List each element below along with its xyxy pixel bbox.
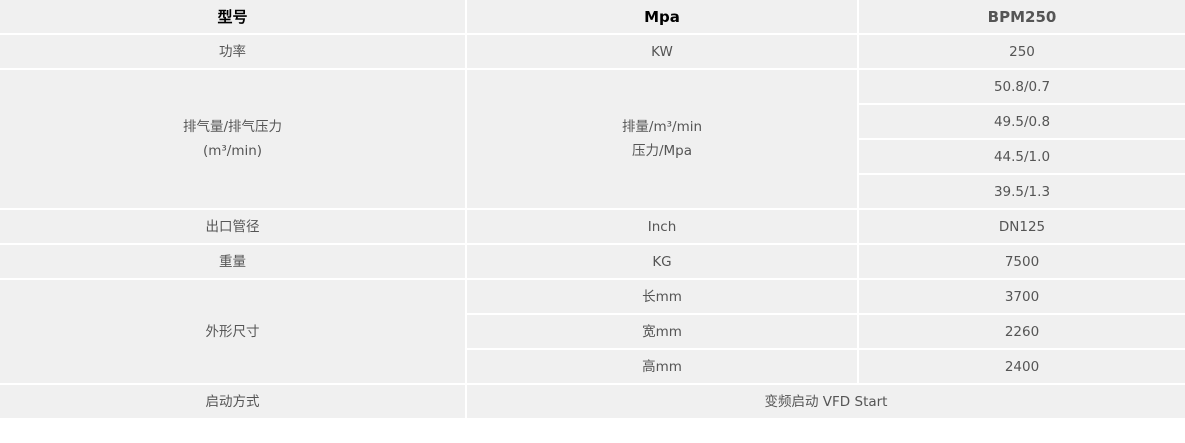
row-value: DN125: [857, 208, 1185, 245]
row-value: 44.5/1.0: [858, 138, 1185, 175]
row-unit: Inch: [465, 208, 859, 245]
row-unit: KW: [465, 33, 859, 70]
row-label: 排气量/排气压力 (m³/min): [0, 68, 467, 210]
row-label: 功率: [0, 33, 467, 70]
row-value: 39.5/1.3: [858, 173, 1185, 210]
table-row: 功率 KW 250: [0, 33, 1185, 70]
header-model: 型号: [0, 0, 467, 35]
row-label: 外形尺寸: [0, 278, 467, 385]
row-unit: 长mm: [465, 278, 859, 315]
row-value: 3700: [857, 278, 1185, 315]
row-label: 重量: [0, 243, 467, 280]
header-model-name: BPM250: [857, 0, 1185, 35]
row-unit: 高mm: [466, 348, 859, 385]
table-row: 启动方式 变频启动 VFD Start: [0, 383, 1185, 420]
table-row: 宽mm 2260: [0, 313, 1185, 350]
row-value: 7500: [857, 243, 1185, 280]
table-row: 44.5/1.0: [0, 138, 1185, 175]
row-value: 250: [857, 33, 1185, 70]
header-unit: Mpa: [465, 0, 859, 35]
row-label: 出口管径: [0, 208, 467, 245]
row-unit: 排量/m³/min 压力/Mpa: [465, 68, 859, 210]
table-row: 49.5/0.8: [0, 103, 1185, 140]
table-header-row: 型号 Mpa BPM250: [0, 0, 1185, 35]
row-unit: KG: [465, 243, 859, 280]
row-value: 2400: [857, 348, 1185, 385]
table-row: 高mm 2400: [0, 348, 1185, 385]
table-row: 出口管径 Inch DN125: [0, 208, 1185, 245]
table-row: 外形尺寸 长mm 3700: [0, 278, 1185, 385]
row-value: 2260: [857, 313, 1185, 350]
row-unit: 宽mm: [466, 313, 859, 350]
table-row: 排气量/排气压力 (m³/min) 排量/m³/min 压力/Mpa 50.8/0.…: [0, 68, 1185, 210]
row-value: 变频启动 VFD Start: [465, 383, 1185, 420]
table-row: 重量 KG 7500: [0, 243, 1185, 280]
spec-table: 型号 Mpa BPM250 功率 KW 250 排气量/排气压力 (m³/min)…: [0, 0, 1185, 420]
row-value: 50.8/0.7: [857, 68, 1185, 105]
table-row: 39.5/1.3: [0, 173, 1185, 210]
row-label: 启动方式: [0, 383, 467, 420]
row-value: 49.5/0.8: [858, 103, 1185, 140]
